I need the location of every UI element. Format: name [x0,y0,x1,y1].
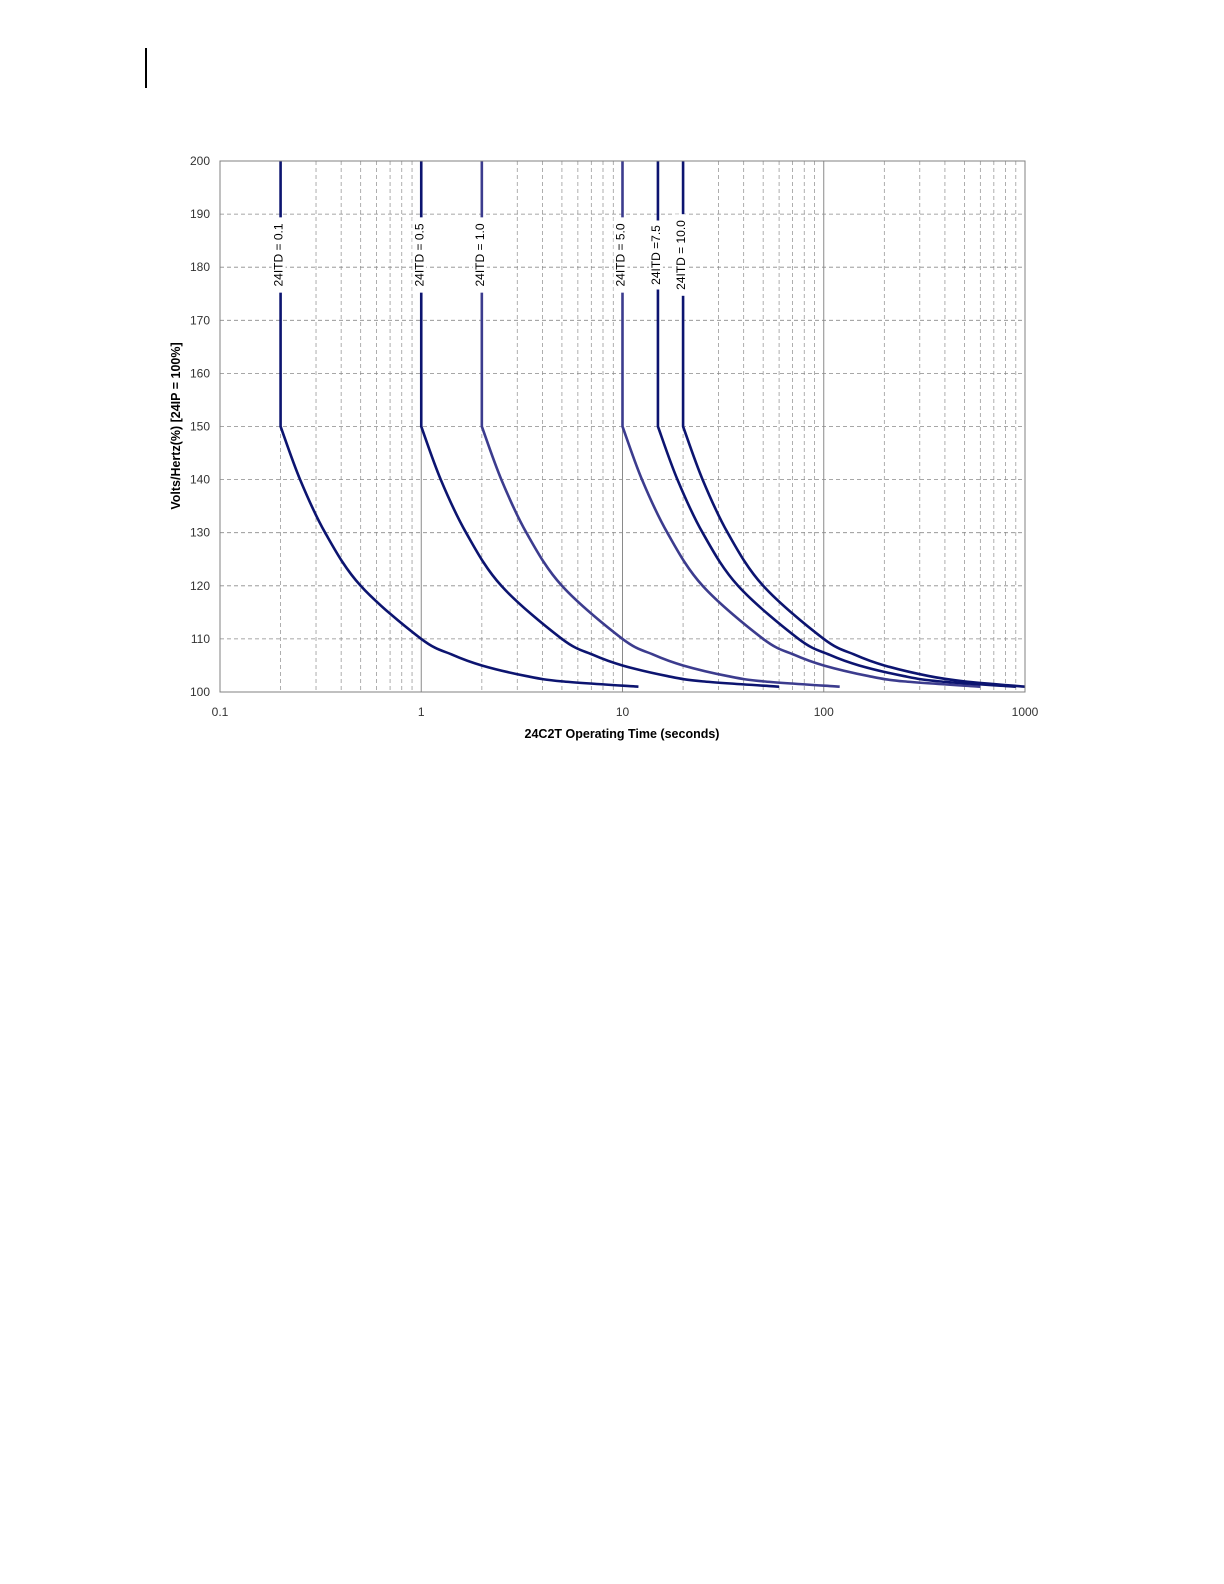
x-tick-label: 1000 [1012,705,1039,719]
y-axis-title: Volts/Hertz(%) [24IP = 100%] [169,342,183,509]
y-tick-label: 190 [190,207,210,221]
x-tick-label: 0.1 [212,705,229,719]
y-tick-label: 140 [190,473,210,487]
series-line [621,161,981,688]
curve-labels: 24ITD = 0.1 24ITD = 0.5 24ITD = 1.0 24ITD =… [271,214,689,296]
series-label-text: 24ITD = 10.0 [674,220,688,290]
series-line [656,161,1016,688]
plot-frame [219,160,1026,693]
series-label-background [472,217,487,293]
x-axis-title: 24C2T Operating Time (seconds) [525,727,720,741]
series-line [419,161,780,688]
y-tick-label: 120 [190,579,210,593]
y-tick-label: 150 [190,420,210,434]
curves [279,161,1026,688]
series-label-background [674,214,689,296]
series-label: 24ITD =7.5 [648,220,663,290]
y-tick-label: 100 [190,685,210,699]
series-label-background [412,217,427,293]
y-tick-label: 180 [190,260,210,274]
series-label-background [648,220,663,290]
y-tick-label: 130 [190,526,210,540]
margin-change-bar [145,48,147,88]
series-label-background [271,217,286,293]
series-line [681,161,1026,688]
series-label: 24ITD = 0.1 [271,217,286,293]
series-label-text: 24ITD = 5.0 [614,223,628,286]
series-label-text: 24ITD = 0.5 [412,223,426,286]
chart: 24ITD = 0.1 24ITD = 0.5 24ITD = 1.0 24ITD =… [169,154,1039,741]
y-tick-label: 110 [191,632,210,646]
x-tick-label: 1 [418,705,425,719]
series-label: 24ITD = 5.0 [613,217,628,293]
y-tick-label: 170 [190,313,210,327]
y-tick-label: 160 [190,366,210,380]
series-label: 24ITD = 0.5 [412,217,427,293]
x-tick-label: 100 [814,705,834,719]
series-label-text: 24ITD = 0.1 [272,223,286,286]
series-line [480,161,840,688]
y-tick-label: 200 [190,154,210,168]
series-line [279,161,639,688]
series-label: 24ITD = 1.0 [472,217,487,293]
series-label-text: 24ITD =7.5 [649,225,663,285]
x-tick-label: 10 [616,705,630,719]
series-label: 24ITD = 10.0 [674,214,689,296]
series-label-background [613,217,628,293]
series-label-text: 24ITD = 1.0 [473,223,487,286]
